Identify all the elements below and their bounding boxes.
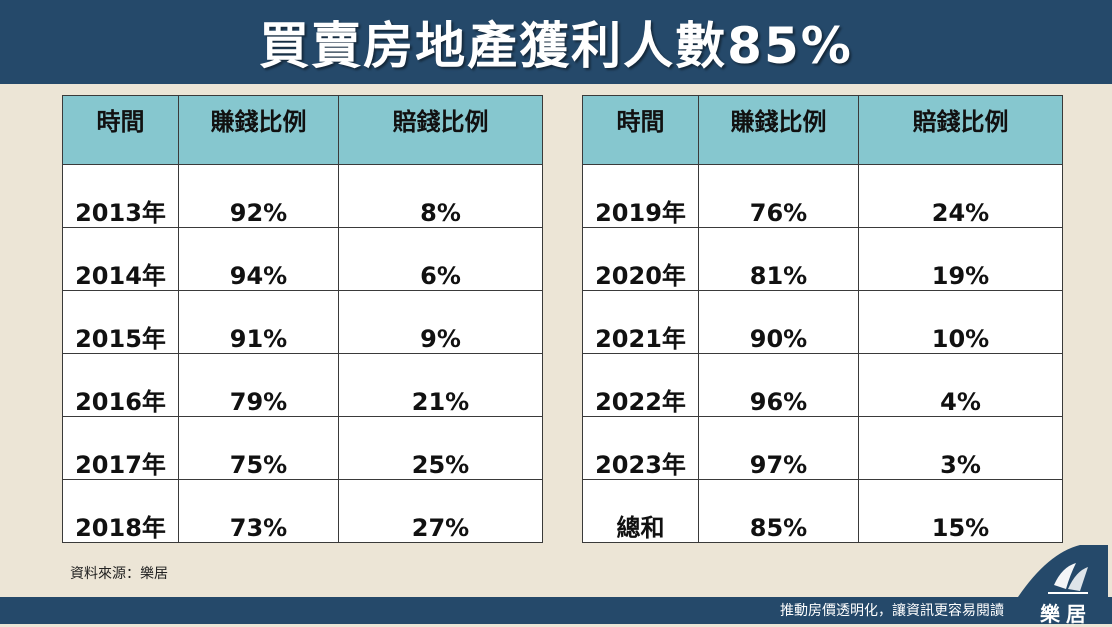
cell-loss: 4% <box>858 353 1063 417</box>
logo-text: 樂居 <box>1040 602 1092 626</box>
cell-loss: 21% <box>338 353 543 417</box>
cell-loss: 6% <box>338 227 543 291</box>
cell-earn: 75% <box>178 416 339 480</box>
cell-earn: 79% <box>178 353 339 417</box>
cell-loss: 9% <box>338 290 543 354</box>
cell-year: 2018年 <box>62 479 179 543</box>
cell-year: 2022年 <box>582 353 699 417</box>
header-bar: 買賣房地產獲利人數85% <box>0 0 1112 84</box>
cell-year: 2017年 <box>62 416 179 480</box>
table-row: 2021年 90% 10% <box>582 290 1063 354</box>
table-row: 2023年 97% 3% <box>582 416 1063 480</box>
cell-loss: 19% <box>858 227 1063 291</box>
data-table-right: 時間 賺錢比例 賠錢比例 2019年 76% 24% 2020年 81% 19%… <box>582 95 1063 543</box>
cell-year: 2021年 <box>582 290 699 354</box>
cell-earn: 94% <box>178 227 339 291</box>
cell-year: 2014年 <box>62 227 179 291</box>
cell-earn: 97% <box>698 416 859 480</box>
footer-slogan: 推動房價透明化，讓資訊更容易閱讀 <box>780 603 1004 619</box>
table-row: 2022年 96% 4% <box>582 353 1063 417</box>
column-header-time: 時間 <box>582 95 699 165</box>
cell-earn: 92% <box>178 164 339 228</box>
cell-loss: 27% <box>338 479 543 543</box>
logo: 樂居 <box>1018 545 1108 626</box>
table-row-total: 總和 85% 15% <box>582 479 1063 543</box>
cell-loss: 3% <box>858 416 1063 480</box>
table-row: 2015年 91% 9% <box>62 290 543 354</box>
table-row: 2016年 79% 21% <box>62 353 543 417</box>
cell-loss: 15% <box>858 479 1063 543</box>
cell-earn: 73% <box>178 479 339 543</box>
footer-bar: 推動房價透明化，讓資訊更容易閱讀 <box>0 597 1112 624</box>
table-row: 2018年 73% 27% <box>62 479 543 543</box>
table-header-row: 時間 賺錢比例 賠錢比例 <box>62 95 543 165</box>
cell-year: 2019年 <box>582 164 699 228</box>
table-row: 2014年 94% 6% <box>62 227 543 291</box>
cell-loss: 10% <box>858 290 1063 354</box>
cell-year: 2013年 <box>62 164 179 228</box>
table-row: 2020年 81% 19% <box>582 227 1063 291</box>
table-row: 2013年 92% 8% <box>62 164 543 228</box>
column-header-loss: 賠錢比例 <box>858 95 1063 165</box>
cell-earn: 85% <box>698 479 859 543</box>
cell-loss: 25% <box>338 416 543 480</box>
table-row: 2017年 75% 25% <box>62 416 543 480</box>
cell-year: 2016年 <box>62 353 179 417</box>
leju-logo-icon <box>1018 545 1108 624</box>
column-header-loss: 賠錢比例 <box>338 95 543 165</box>
page-title: 買賣房地產獲利人數85% <box>259 17 853 75</box>
cell-earn: 91% <box>178 290 339 354</box>
table-header-row: 時間 賺錢比例 賠錢比例 <box>582 95 1063 165</box>
cell-year: 2023年 <box>582 416 699 480</box>
cell-loss: 8% <box>338 164 543 228</box>
cell-year: 2020年 <box>582 227 699 291</box>
cell-year: 總和 <box>582 479 699 543</box>
column-header-earn: 賺錢比例 <box>698 95 859 165</box>
cell-earn: 76% <box>698 164 859 228</box>
cell-loss: 24% <box>858 164 1063 228</box>
cell-earn: 90% <box>698 290 859 354</box>
source-note: 資料來源：樂居 <box>70 566 168 582</box>
data-table-left: 時間 賺錢比例 賠錢比例 2013年 92% 8% 2014年 94% 6% 2… <box>62 95 543 543</box>
cell-year: 2015年 <box>62 290 179 354</box>
cell-earn: 96% <box>698 353 859 417</box>
cell-earn: 81% <box>698 227 859 291</box>
column-header-earn: 賺錢比例 <box>178 95 339 165</box>
table-row: 2019年 76% 24% <box>582 164 1063 228</box>
column-header-time: 時間 <box>62 95 179 165</box>
